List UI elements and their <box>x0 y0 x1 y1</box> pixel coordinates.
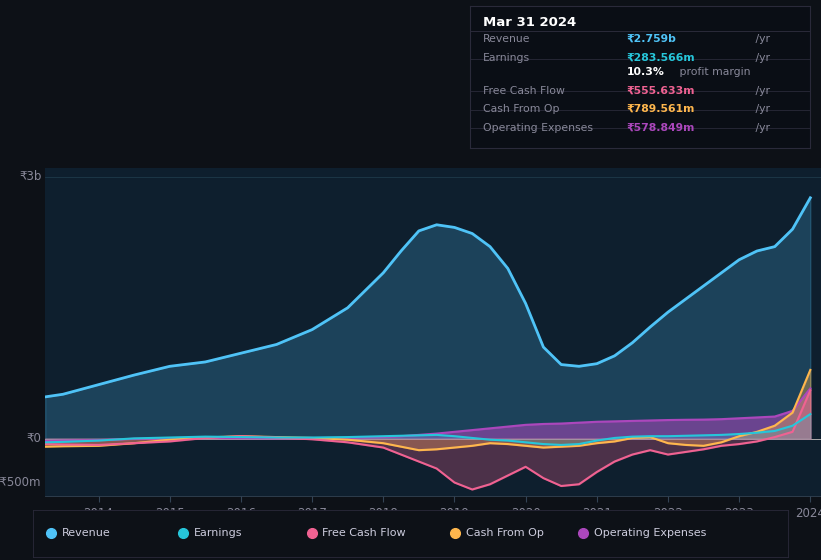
Text: Free Cash Flow: Free Cash Flow <box>484 86 565 96</box>
Text: Free Cash Flow: Free Cash Flow <box>322 529 406 538</box>
Text: -₹500m: -₹500m <box>0 476 41 489</box>
Text: ₹555.633m: ₹555.633m <box>626 86 695 96</box>
Text: ₹789.561m: ₹789.561m <box>626 104 695 114</box>
Text: /yr: /yr <box>752 34 770 44</box>
Text: Cash From Op: Cash From Op <box>466 529 544 538</box>
Text: Earnings: Earnings <box>484 53 530 63</box>
Text: Earnings: Earnings <box>194 529 242 538</box>
Text: /yr: /yr <box>752 53 770 63</box>
Text: Operating Expenses: Operating Expenses <box>484 123 594 133</box>
Text: Revenue: Revenue <box>484 34 530 44</box>
Text: Operating Expenses: Operating Expenses <box>594 529 706 538</box>
Text: ₹3b: ₹3b <box>19 170 41 183</box>
Text: /yr: /yr <box>752 123 770 133</box>
Text: Cash From Op: Cash From Op <box>484 104 560 114</box>
Text: ₹578.849m: ₹578.849m <box>626 123 695 133</box>
Text: 10.3%: 10.3% <box>626 67 664 77</box>
Text: profit margin: profit margin <box>676 67 750 77</box>
Text: ₹0: ₹0 <box>26 432 41 445</box>
Text: /yr: /yr <box>752 86 770 96</box>
Text: /yr: /yr <box>752 104 770 114</box>
Text: Mar 31 2024: Mar 31 2024 <box>484 16 576 29</box>
Text: Revenue: Revenue <box>62 529 110 538</box>
Text: ₹283.566m: ₹283.566m <box>626 53 695 63</box>
Text: ₹2.759b: ₹2.759b <box>626 34 677 44</box>
